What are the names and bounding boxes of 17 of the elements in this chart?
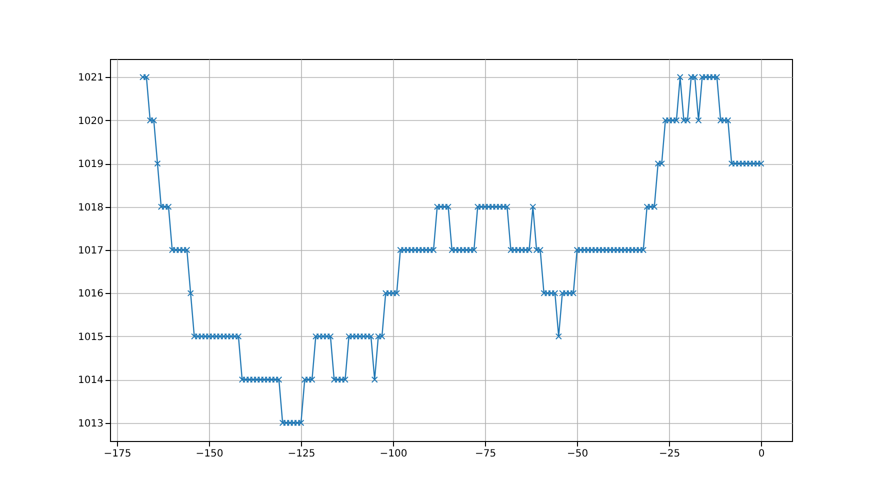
x-tick-label: −25 (659, 448, 680, 460)
y-tick-label: 1013 (78, 418, 104, 430)
x-tick-label: −175 (104, 448, 132, 460)
y-tick-label: 1019 (78, 159, 104, 170)
x-tick-label: −125 (288, 448, 316, 460)
y-tick-label: 1018 (78, 202, 104, 214)
y-tick-label: 1016 (78, 288, 104, 300)
y-tick-label: 1015 (78, 332, 104, 343)
y-tick-label: 1014 (78, 375, 104, 386)
x-tick-label: 0 (758, 448, 765, 460)
x-tick-label: −50 (567, 448, 588, 460)
x-tick-label: −75 (474, 448, 496, 460)
y-tick-label: 1020 (78, 116, 104, 127)
y-tick-label: 1017 (78, 246, 104, 256)
y-tick-label: 1021 (78, 72, 104, 84)
x-tick-label: −150 (196, 448, 224, 460)
x-tick-label: −100 (380, 448, 408, 460)
